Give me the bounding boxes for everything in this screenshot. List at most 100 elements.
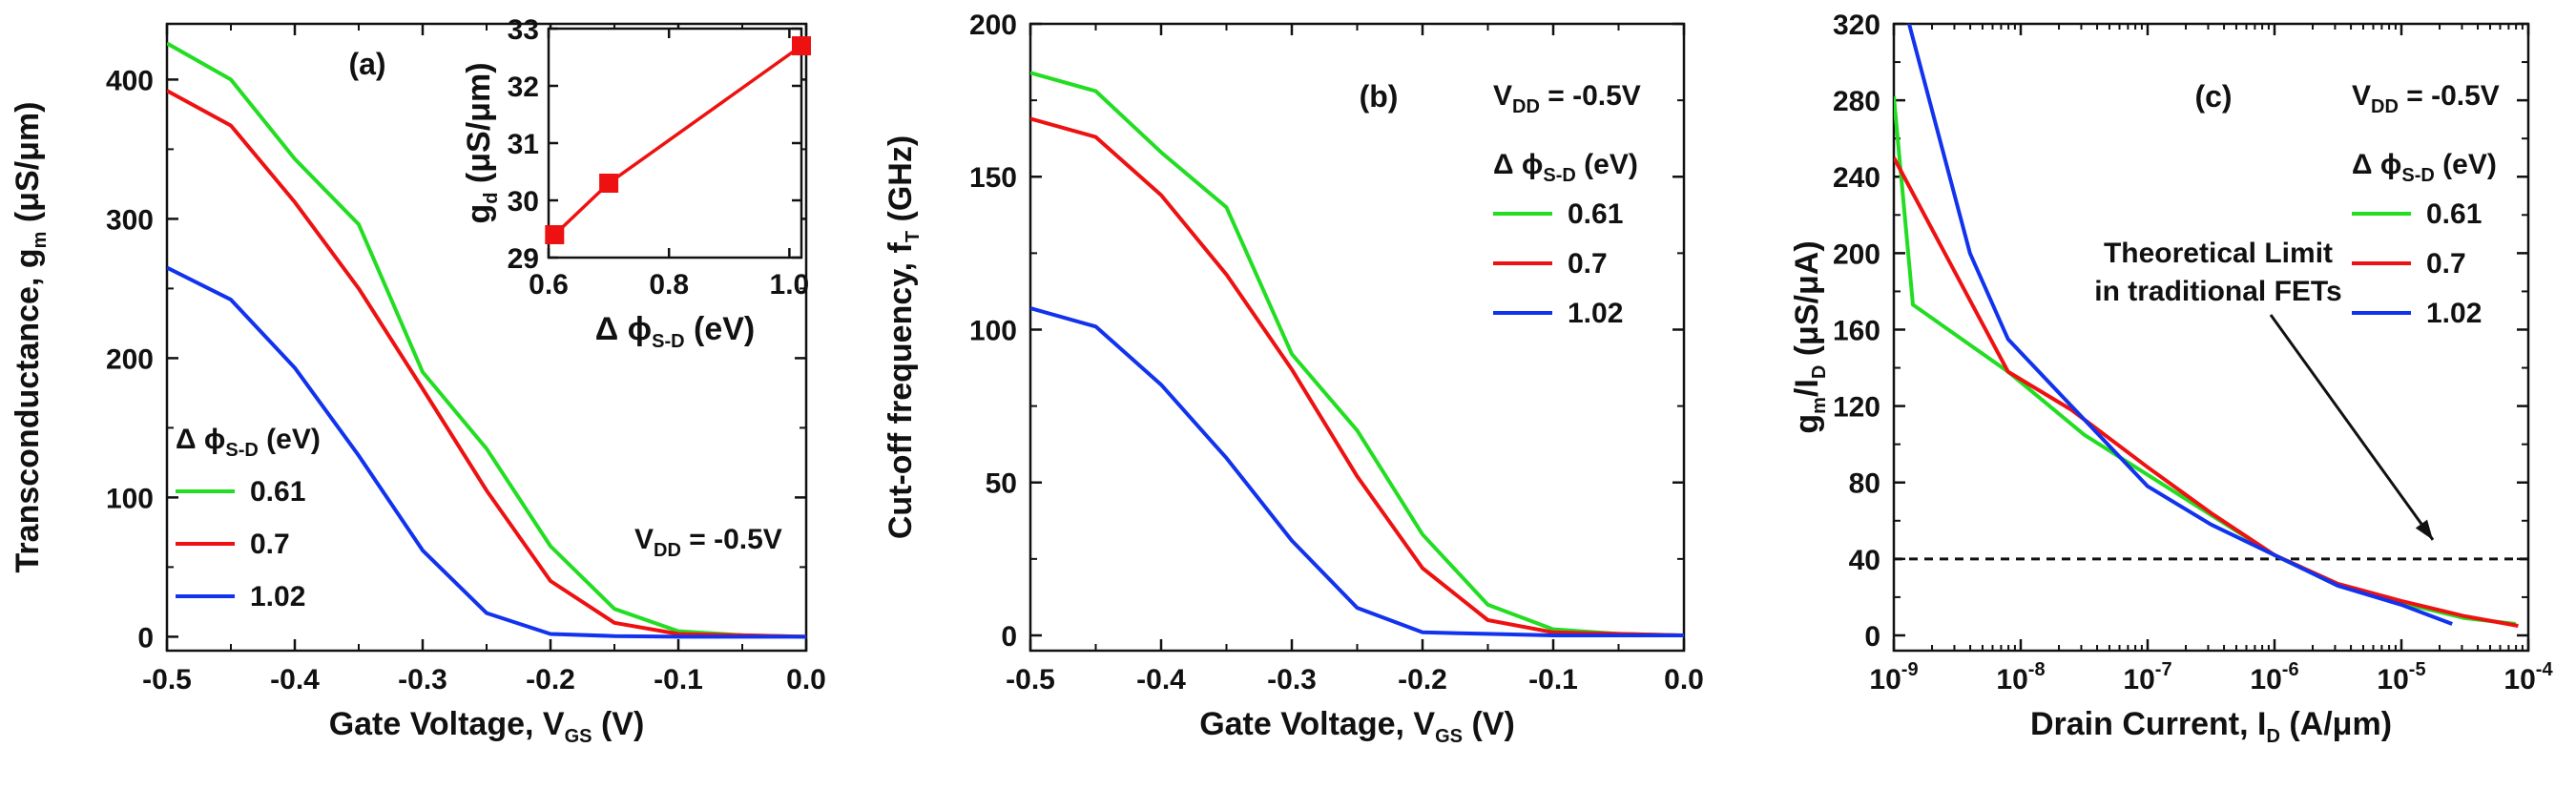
inset-y-tick-label: 33 bbox=[508, 14, 539, 46]
x-tick-label-b: -0.1 bbox=[1528, 664, 1578, 696]
legend-label-a-1.02: 1.02 bbox=[250, 581, 305, 613]
x-axis-label-c: Drain Current, ID (A/μm) bbox=[2030, 706, 2392, 747]
series-line-c-0.7 bbox=[1894, 156, 2519, 628]
theoretical-limit-label-line1: Theoretical Limit bbox=[2104, 238, 2333, 269]
inset-marker bbox=[599, 174, 619, 193]
y-tick-label-b: 200 bbox=[969, 10, 1017, 41]
inset-chart: 0.6 0.8 1.0 29 30 31 32 33 Δ ϕS-D (eV) gd (μS/μm) bbox=[461, 14, 811, 352]
y-tick-label-c: 320 bbox=[1833, 10, 1880, 41]
x-axis-label-a: Gate Voltage, VGS (V) bbox=[329, 706, 645, 747]
x-tick-label-c: 10-9 bbox=[1869, 659, 1918, 696]
chart-panel-c: 10-9 10-8 10-7 10-6 10-5 10-40408012016020024… bbox=[1789, 10, 2553, 747]
y-axis-label-a-tail: (μS/μm) bbox=[10, 102, 46, 232]
x-tick-label-c: 10-7 bbox=[2123, 659, 2171, 696]
legend-title-b-sub: S-D bbox=[1543, 165, 1575, 186]
series-group-c bbox=[1894, 24, 2519, 628]
x-tick-base: 10 bbox=[1996, 664, 2027, 696]
y-tick-label-c: 160 bbox=[1833, 315, 1880, 346]
y-axis-label-b-sub: T bbox=[903, 231, 924, 242]
x-tick-exponent: -7 bbox=[2155, 659, 2172, 680]
inset-x-axis-label: Δ ϕS-D (eV) bbox=[595, 311, 756, 352]
legend-title-c-main: Δ ϕ bbox=[2352, 149, 2401, 180]
x-tick-label-b: -0.2 bbox=[1398, 664, 1447, 696]
y-axis-label-a-sub: m bbox=[30, 232, 51, 249]
vdd-annotation-a-tail: = -0.5V bbox=[681, 524, 782, 555]
legend-label-b-0.61: 0.61 bbox=[1568, 198, 1623, 230]
x-tick-label-a: 0.0 bbox=[786, 664, 826, 696]
inset-marker bbox=[792, 36, 811, 55]
panel-label-c: (c) bbox=[2194, 79, 2232, 114]
x-tick-label-a: -0.2 bbox=[526, 664, 575, 696]
vdd-annotation-c-tail: = -0.5V bbox=[2399, 80, 2500, 112]
legend-title-b: Δ ϕS-D (eV) bbox=[1493, 149, 1638, 186]
x-tick-label-c: 10-5 bbox=[2377, 659, 2425, 696]
inset-marker bbox=[545, 225, 565, 244]
x-tick-base: 10 bbox=[2377, 664, 2408, 696]
legend-title-a-tail: (eV) bbox=[259, 424, 321, 455]
inset-x-axis-label-main: Δ ϕ bbox=[595, 311, 652, 347]
inset-y-axis-label-main: g bbox=[461, 204, 497, 224]
y-axis-label-b-tail: (GHz) bbox=[883, 135, 919, 231]
y-tick-label-b: 50 bbox=[986, 468, 1017, 500]
vdd-annotation-c-main: V bbox=[2352, 80, 2371, 112]
x-tick-label-c: 10-6 bbox=[2250, 659, 2298, 696]
vdd-annotation-c: VDD = -0.5V bbox=[2352, 80, 2500, 117]
vdd-annotation-a-main: V bbox=[634, 524, 654, 555]
y-axis-label-a-main: Transconductance, g bbox=[10, 248, 46, 572]
y-tick-label-c: 280 bbox=[1833, 86, 1880, 117]
panel-label-b: (b) bbox=[1360, 79, 1399, 114]
inset-y-tick-label: 30 bbox=[508, 186, 539, 218]
x-axis-label-c-main: Drain Current, I bbox=[2030, 706, 2266, 742]
inset-x-tick-label: 0.8 bbox=[649, 269, 689, 301]
legend-title-c: Δ ϕS-D (eV) bbox=[2352, 149, 2497, 186]
plot-frame-b bbox=[1028, 22, 1686, 653]
y-tick-label-a: 0 bbox=[137, 622, 154, 654]
y-tick-label-a: 400 bbox=[106, 65, 154, 96]
x-axis-label-c-tail: (A/μm) bbox=[2280, 706, 2392, 742]
x-tick-label-a: -0.4 bbox=[270, 664, 320, 696]
legend-label-b-0.7: 0.7 bbox=[1568, 248, 1608, 280]
legend-b: Δ ϕS-D (eV) 0.61 0.7 1.02 bbox=[1493, 149, 1638, 329]
y-axis-label-a: Transconductance, gm (μS/μm) bbox=[10, 102, 51, 573]
inset-y-axis-label-tail: (μS/μm) bbox=[461, 62, 497, 192]
y-tick-label-c: 200 bbox=[1833, 239, 1880, 270]
x-tick-exponent: -6 bbox=[2282, 659, 2299, 680]
x-axis-label-b: Gate Voltage, VGS (V) bbox=[1199, 706, 1515, 747]
legend-label-a-0.61: 0.61 bbox=[250, 476, 305, 508]
plot-frame-c bbox=[1892, 22, 2530, 653]
legend-title-b-main: Δ ϕ bbox=[1493, 149, 1543, 180]
vdd-annotation-b: VDD = -0.5V bbox=[1493, 80, 1641, 117]
theoretical-limit-arrow bbox=[2269, 314, 2435, 541]
x-tick-label-b: -0.5 bbox=[1006, 664, 1055, 696]
y-tick-label-a: 300 bbox=[106, 204, 154, 236]
y-axis-label-c-sub: m bbox=[1809, 397, 1830, 414]
vdd-annotation-b-sub: DD bbox=[1512, 96, 1540, 117]
vdd-annotation-b-tail: = -0.5V bbox=[1540, 80, 1641, 112]
x-tick-base: 10 bbox=[1869, 664, 1901, 696]
series-line-a-1.02 bbox=[167, 265, 806, 639]
x-axis-label-a-main: Gate Voltage, V bbox=[329, 706, 565, 742]
legend-title-a-sub: S-D bbox=[225, 440, 258, 461]
x-tick-label-b: -0.4 bbox=[1136, 664, 1186, 696]
y-tick-label-c: 120 bbox=[1833, 392, 1880, 424]
inset-y-axis-label: gd (μS/μm) bbox=[461, 62, 502, 223]
y-tick-label-c: 80 bbox=[1849, 468, 1880, 500]
x-axis-label-c-sub: D bbox=[2266, 726, 2279, 747]
legend-label-c-1.02: 1.02 bbox=[2426, 298, 2482, 329]
x-tick-exponent: -9 bbox=[1901, 659, 1919, 680]
series-line-b-1.02 bbox=[1030, 306, 1684, 637]
y-tick-label-c: 0 bbox=[1864, 621, 1880, 653]
chart-panel-a: -0.5 -0.4 -0.3 -0.2 -0.1 0.0 0 100 200 300 400 Gate… bbox=[10, 14, 826, 747]
series-line-a-0.7 bbox=[167, 89, 806, 639]
series-group-a bbox=[167, 41, 806, 639]
x-axis-label-a-tail: (V) bbox=[592, 706, 645, 742]
x-tick-base: 10 bbox=[2250, 664, 2281, 696]
x-tick-label-a: -0.5 bbox=[142, 664, 192, 696]
x-tick-exponent: -8 bbox=[2028, 659, 2046, 680]
y-axis-label-c-tail2: (μS/μA) bbox=[1789, 240, 1825, 364]
x-tick-label-b: 0.0 bbox=[1664, 664, 1704, 696]
x-axis-label-b-main: Gate Voltage, V bbox=[1199, 706, 1435, 742]
y-tick-label-b: 150 bbox=[969, 162, 1017, 194]
legend-title-a-main: Δ ϕ bbox=[176, 424, 225, 455]
